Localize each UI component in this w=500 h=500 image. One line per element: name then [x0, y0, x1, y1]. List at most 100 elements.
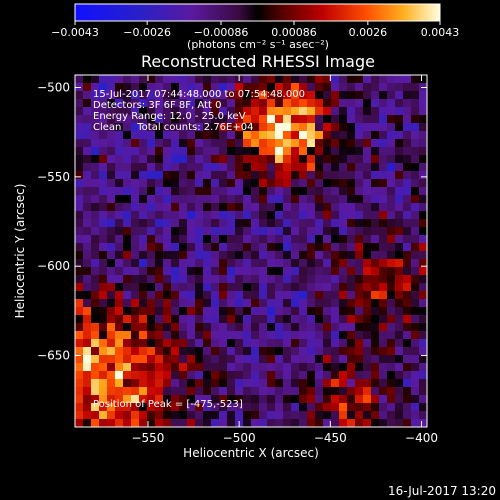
- heatmap-cell: [331, 363, 340, 372]
- heatmap-cell: [283, 91, 292, 100]
- heatmap-cell: [211, 395, 220, 404]
- heatmap-cell: [179, 355, 188, 364]
- heatmap-cell: [83, 355, 92, 364]
- heatmap-cell: [163, 203, 172, 212]
- heatmap-cell: [419, 299, 427, 308]
- heatmap-cell: [115, 395, 124, 404]
- heatmap-cell: [315, 355, 324, 364]
- heatmap-cell: [147, 83, 156, 92]
- heatmap-cell: [387, 251, 396, 260]
- heatmap-cell: [251, 211, 260, 220]
- heatmap-cell: [259, 115, 268, 124]
- heatmap-cell: [355, 291, 364, 300]
- heatmap-cell: [187, 131, 196, 140]
- heatmap-cell: [147, 123, 156, 132]
- heatmap-cell: [315, 75, 324, 84]
- heatmap-cell: [211, 211, 220, 220]
- heatmap-cell: [323, 83, 332, 92]
- heatmap-cell: [283, 403, 292, 412]
- heatmap-cell: [163, 139, 172, 148]
- heatmap-cell: [195, 123, 204, 132]
- heatmap-cell: [395, 179, 404, 188]
- heatmap-cell: [259, 315, 268, 324]
- heatmap-cell: [91, 243, 100, 252]
- heatmap-cell: [203, 179, 212, 188]
- heatmap-cell: [403, 267, 412, 276]
- heatmap-cell: [275, 115, 284, 124]
- heatmap-cell: [83, 347, 92, 356]
- heatmap-cell: [139, 251, 148, 260]
- heatmap-cell: [331, 187, 340, 196]
- heatmap-cell: [331, 147, 340, 156]
- heatmap-cell: [107, 315, 116, 324]
- heatmap-cell: [379, 259, 388, 268]
- heatmap-cell: [283, 139, 292, 148]
- colorbar-tick-label: −0.00086: [194, 26, 249, 39]
- heatmap-cell: [291, 187, 300, 196]
- heatmap-cell: [307, 259, 316, 268]
- heatmap-cell: [403, 307, 412, 316]
- heatmap-cell: [347, 99, 356, 108]
- heatmap-cell: [235, 99, 244, 108]
- heatmap-cell: [115, 331, 124, 340]
- heatmap-cell: [291, 251, 300, 260]
- heatmap-cell: [331, 107, 340, 116]
- heatmap-cell: [315, 227, 324, 236]
- heatmap-cell: [307, 379, 316, 388]
- heatmap-cell: [395, 227, 404, 236]
- heatmap-cell: [347, 283, 356, 292]
- heatmap-cell: [355, 75, 364, 84]
- heatmap-cell: [251, 315, 260, 324]
- heatmap-cell: [243, 115, 252, 124]
- heatmap-cell: [203, 91, 212, 100]
- heatmap-cell: [147, 155, 156, 164]
- heatmap-cell: [315, 219, 324, 228]
- heatmap-cell: [267, 187, 276, 196]
- heatmap-cell: [299, 131, 308, 140]
- heatmap-cell: [395, 355, 404, 364]
- heatmap-cell: [323, 291, 332, 300]
- heatmap-cell: [227, 91, 236, 100]
- heatmap-cell: [171, 155, 180, 164]
- heatmap-cell: [107, 363, 116, 372]
- heatmap-cell: [371, 283, 380, 292]
- heatmap-cell: [75, 243, 84, 252]
- heatmap-cell: [275, 163, 284, 172]
- heatmap-cell: [219, 107, 228, 116]
- heatmap-cell: [107, 339, 116, 348]
- heatmap-cell: [219, 331, 228, 340]
- heatmap-cell: [307, 155, 316, 164]
- heatmap-cell: [379, 243, 388, 252]
- heatmap-cell: [139, 379, 148, 388]
- heatmap-cell: [91, 275, 100, 284]
- heatmap-cell: [139, 315, 148, 324]
- heatmap-cell: [315, 259, 324, 268]
- heatmap-cell: [395, 131, 404, 140]
- heatmap-cell: [251, 363, 260, 372]
- heatmap-cell: [203, 411, 212, 420]
- heatmap-cell: [203, 395, 212, 404]
- heatmap-cell: [387, 139, 396, 148]
- heatmap-cell: [387, 403, 396, 412]
- heatmap-cell: [187, 299, 196, 308]
- heatmap-cell: [91, 379, 100, 388]
- heatmap-cell: [339, 219, 348, 228]
- heatmap-cell: [347, 307, 356, 316]
- heatmap-cell: [387, 315, 396, 324]
- info-line-2: Detectors: 3F 6F 8F, Att 0: [93, 100, 221, 111]
- heatmap-cell: [419, 155, 427, 164]
- heatmap-cell: [91, 387, 100, 396]
- heatmap-cell: [91, 331, 100, 340]
- heatmap-cell: [275, 187, 284, 196]
- heatmap-cell: [283, 147, 292, 156]
- heatmap-cell: [147, 299, 156, 308]
- heatmap-cell: [123, 411, 132, 420]
- heatmap-cell: [243, 379, 252, 388]
- heatmap-cell: [339, 379, 348, 388]
- heatmap-cell: [403, 163, 412, 172]
- heatmap-cell: [355, 131, 364, 140]
- heatmap-cell: [323, 163, 332, 172]
- heatmap-cell: [75, 403, 84, 412]
- heatmap-cell: [323, 363, 332, 372]
- heatmap-cell: [243, 307, 252, 316]
